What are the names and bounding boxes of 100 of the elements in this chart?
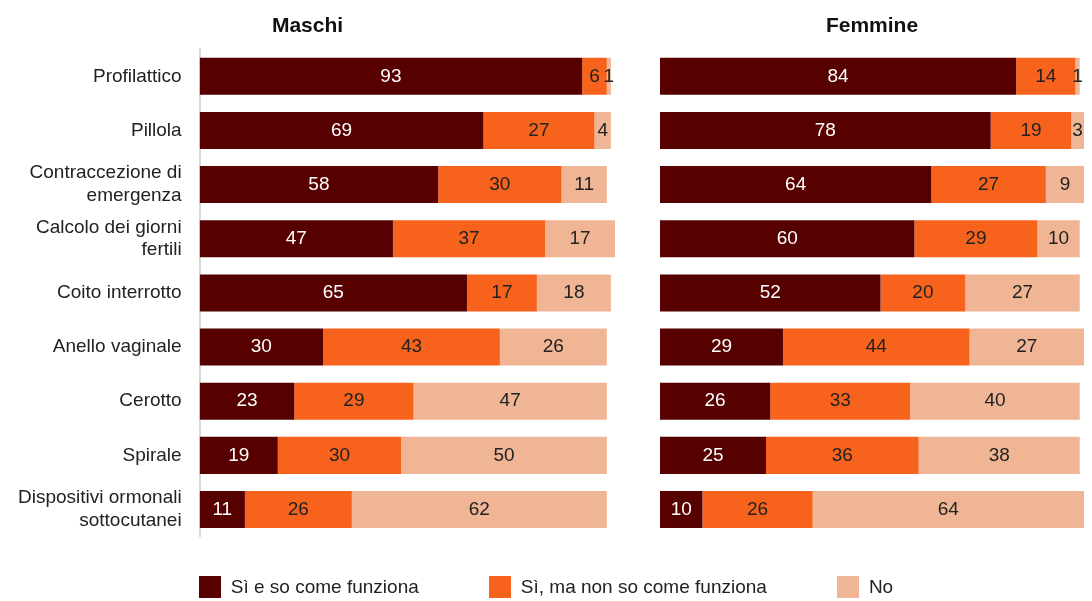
bar — [770, 382, 911, 420]
bar — [660, 57, 1017, 95]
bar — [199, 274, 467, 312]
data-label: 17 — [569, 226, 591, 248]
legend-label: Sì e so come funziona — [230, 576, 419, 598]
bar — [660, 328, 783, 366]
bar — [594, 111, 611, 149]
bar — [438, 166, 562, 204]
bar — [766, 436, 919, 474]
data-label: 19 — [1020, 118, 1042, 140]
data-label: 29 — [710, 335, 733, 357]
data-label: 69 — [330, 118, 353, 140]
bar — [199, 491, 245, 529]
data-label: 64 — [785, 172, 807, 194]
bar — [965, 274, 1080, 312]
bar — [660, 436, 766, 474]
data-label: 9 — [1059, 172, 1071, 194]
data-label: 62 — [468, 497, 490, 519]
y-tick-label: Anello vaginale — [52, 335, 182, 357]
bar — [660, 491, 703, 529]
bar — [1037, 220, 1080, 258]
data-label: 29 — [965, 226, 987, 248]
data-label: 60 — [776, 226, 798, 248]
data-label: 3 — [1072, 118, 1083, 140]
bar — [582, 57, 607, 95]
data-label: 18 — [563, 281, 585, 303]
bar — [782, 328, 970, 366]
bar — [969, 328, 1084, 366]
bar — [199, 57, 583, 95]
data-label: 58 — [308, 172, 330, 194]
data-label: 10 — [670, 497, 692, 519]
bar — [466, 274, 537, 312]
legend-label: No — [868, 576, 894, 598]
bar — [323, 328, 500, 366]
data-label: 4 — [597, 118, 609, 140]
bar — [931, 166, 1046, 204]
data-label: 40 — [984, 389, 1006, 411]
bar — [545, 220, 615, 258]
bar — [660, 382, 771, 420]
data-label: 37 — [458, 226, 480, 248]
data-label: 29 — [343, 389, 365, 411]
data-label: 44 — [865, 335, 888, 357]
bar — [401, 436, 607, 474]
chart-title: Femmine — [825, 13, 919, 37]
y-tick-label: Coito interrotto — [57, 281, 182, 303]
y-tick-label: Pillola — [130, 118, 183, 140]
data-label: 17 — [491, 281, 513, 303]
bar — [880, 274, 966, 312]
bar — [483, 111, 595, 149]
bar — [660, 166, 932, 204]
data-label: 27 — [978, 172, 1000, 194]
data-label: 20 — [912, 281, 934, 303]
y-tick-label: Cerotto — [119, 389, 182, 411]
data-label: 47 — [285, 226, 307, 248]
data-label: 43 — [400, 335, 423, 357]
y-tick-label: Profilattico — [92, 64, 182, 86]
bar — [660, 220, 915, 258]
data-label: 47 — [499, 389, 521, 411]
bar — [660, 111, 991, 149]
data-label: 30 — [489, 172, 511, 194]
bar — [294, 382, 414, 420]
bar — [413, 382, 607, 420]
data-label: 23 — [236, 389, 258, 411]
data-label: 27 — [1016, 335, 1038, 357]
y-tick-label: Contraccezione di emergenza — [29, 161, 183, 206]
y-tick-label: Dispositivi ormonali sottocutanei — [17, 486, 182, 531]
bar — [990, 111, 1072, 149]
bar — [1045, 166, 1084, 204]
bar — [199, 328, 324, 366]
bar — [702, 491, 813, 529]
data-label: 65 — [322, 281, 344, 303]
data-label: 19 — [228, 443, 250, 465]
data-label: 11 — [212, 497, 233, 519]
data-label: 93 — [380, 64, 402, 86]
data-label: 33 — [829, 389, 851, 411]
bar — [660, 274, 881, 312]
data-label: 27 — [528, 118, 550, 140]
bar — [812, 491, 1084, 529]
bar — [199, 436, 278, 474]
y-tick-label: Spirale — [122, 443, 182, 465]
bar — [199, 220, 393, 258]
data-label: 30 — [328, 443, 351, 465]
bar — [392, 220, 546, 258]
bar — [918, 436, 1080, 474]
bar — [277, 436, 402, 474]
data-label: 26 — [287, 497, 309, 519]
chart-title: Maschi — [271, 13, 344, 37]
data-label: 84 — [827, 64, 850, 86]
data-label: 11 — [574, 172, 595, 194]
bar — [351, 491, 607, 529]
bar — [914, 220, 1038, 258]
data-label: 26 — [746, 497, 769, 519]
data-label: 27 — [1011, 281, 1034, 303]
bar — [199, 111, 484, 149]
data-label: 64 — [937, 497, 960, 519]
data-label: 14 — [1035, 64, 1057, 86]
data-label: 10 — [1047, 226, 1070, 248]
data-label: 50 — [493, 443, 515, 465]
data-label: 6 — [589, 64, 600, 86]
y-tick-label: Calcolo dei giorni fertili — [35, 215, 182, 260]
